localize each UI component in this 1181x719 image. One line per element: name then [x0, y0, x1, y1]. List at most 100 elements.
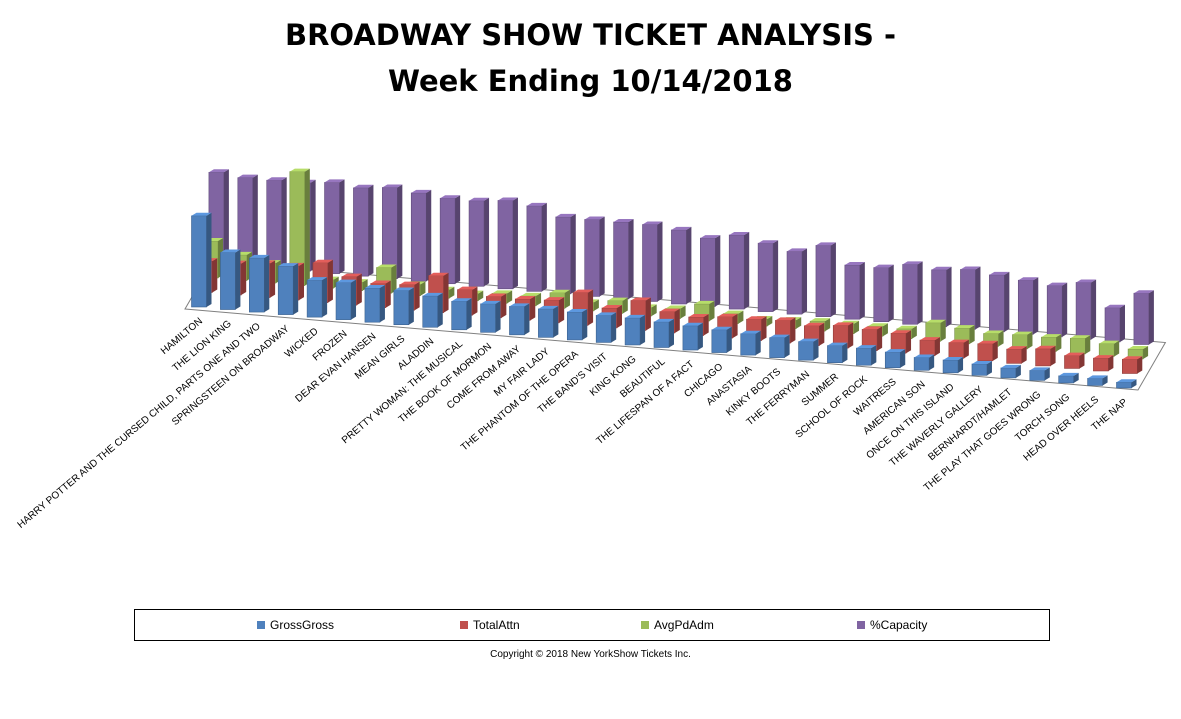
bar-side: [304, 168, 310, 286]
bar: [277, 263, 299, 315]
bar-front: [1017, 279, 1034, 335]
bar-side: [1137, 356, 1143, 374]
bar: [948, 339, 969, 359]
bar: [757, 240, 779, 312]
bar-front: [480, 303, 496, 333]
bar-front: [711, 329, 728, 353]
bar: [902, 261, 923, 325]
bar-front: [439, 197, 456, 285]
bar-side: [339, 179, 345, 274]
bar-side: [270, 260, 276, 298]
bar-side: [1114, 340, 1120, 357]
bar: [1075, 279, 1097, 340]
bar-side: [351, 279, 357, 320]
bar-side: [830, 242, 836, 317]
bar: [237, 174, 258, 267]
bar-top: [613, 218, 634, 222]
bar-side: [946, 266, 952, 327]
bar-top: [480, 300, 501, 304]
bar-side: [813, 338, 819, 361]
bar: [1116, 379, 1137, 389]
bar-side: [796, 317, 802, 329]
bar: [971, 360, 992, 376]
bar-front: [555, 216, 572, 295]
x-tick-label: SPRINGSTEEN ON BROADWAY: [170, 323, 292, 428]
bar-top: [746, 316, 767, 320]
bar-side: [252, 174, 258, 267]
bar-top: [971, 360, 992, 364]
bar-top: [249, 254, 270, 258]
bar: [364, 284, 385, 323]
legend-label-avgpdadm: AvgPdAdm: [654, 618, 714, 632]
bar-top: [671, 226, 692, 230]
bar-side: [1050, 345, 1056, 366]
bar-top: [601, 304, 622, 308]
bar-side: [697, 322, 703, 351]
bar-side: [356, 273, 362, 306]
bar-side: [802, 248, 808, 315]
bar-top: [902, 261, 923, 265]
legend-swatch-capacity: [857, 621, 865, 629]
bar: [266, 177, 287, 269]
bar-side: [588, 289, 594, 326]
bar: [439, 195, 461, 285]
bar-side: [709, 300, 715, 322]
bar-front: [1075, 282, 1092, 340]
bar: [191, 212, 212, 308]
legend-item-grossgross: GrossGross: [257, 618, 334, 632]
bar-top: [1012, 331, 1033, 335]
bar-side: [455, 195, 461, 284]
copyright-notice: Copyright © 2018 New YorkShow Tickets In…: [490, 649, 691, 660]
bar-side: [299, 262, 305, 301]
bar-front: [566, 311, 583, 341]
bar-side: [212, 258, 218, 293]
bar-side: [1056, 334, 1062, 352]
x-tick-label: KINKY BOOTS: [724, 366, 783, 418]
bar-top: [642, 221, 663, 225]
bar-side: [1079, 352, 1085, 369]
bar: [700, 235, 721, 307]
bar-top: [873, 264, 894, 268]
bar: [1064, 352, 1085, 369]
bar: [382, 184, 403, 279]
bar-top: [977, 340, 998, 344]
bar: [393, 287, 414, 326]
legend-swatch-avgpdadm: [641, 621, 649, 629]
bar-front: [624, 317, 641, 346]
bar-side: [790, 317, 796, 344]
bar-top: [324, 179, 345, 183]
bar-side: [882, 323, 888, 337]
bar-side: [1021, 346, 1027, 364]
bar: [682, 322, 703, 351]
bar-side: [593, 299, 599, 311]
bar: [711, 326, 732, 353]
bar: [1098, 340, 1120, 357]
bar-side: [784, 334, 790, 358]
bar-side: [420, 281, 426, 296]
bar-side: [969, 325, 975, 344]
bar-side: [437, 292, 443, 328]
bar-side: [680, 305, 686, 319]
bar-front: [827, 345, 843, 363]
bar-front: [1035, 348, 1051, 367]
bar-front: [960, 269, 976, 330]
bar-side: [1027, 331, 1033, 349]
bar-front: [584, 219, 600, 297]
bar-top: [457, 286, 478, 290]
bar-top: [775, 317, 796, 321]
bar-top: [682, 322, 703, 326]
bar-side: [1015, 364, 1021, 378]
bar-top: [1122, 356, 1143, 360]
x-tick-label: THE PLAY THAT GOES WRONG: [922, 389, 1043, 493]
bar: [1029, 367, 1050, 381]
bar-top: [555, 213, 576, 217]
bar: [873, 264, 894, 323]
bar-top: [573, 289, 594, 293]
bar-side: [599, 216, 605, 297]
bar: [595, 312, 617, 343]
bar: [624, 314, 646, 346]
bar-top: [353, 184, 374, 188]
bar-top: [584, 216, 605, 220]
bar: [815, 242, 836, 317]
bar-side: [322, 277, 328, 318]
